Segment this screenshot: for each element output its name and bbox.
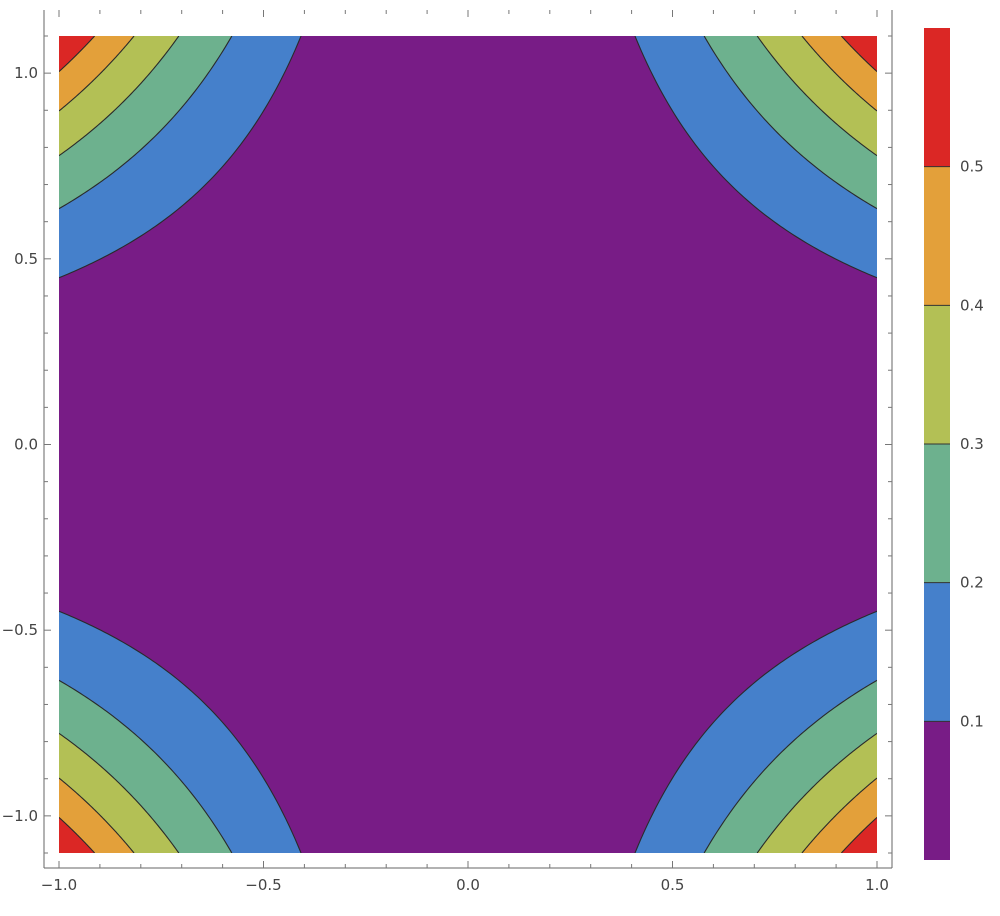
contour-line-0.3 — [756, 36, 877, 157]
colorbar-tick-label: 0.4 — [960, 296, 984, 314]
contour-band-4-corner-1 — [59, 36, 135, 111]
colorbar-segment — [924, 721, 950, 860]
colorbar-legend: 0.1 0.2 0.3 0.4 0.5 — [924, 28, 984, 860]
x-tick-label: 0.0 — [456, 876, 480, 894]
contour-line-0.3 — [59, 36, 180, 157]
plot-area — [59, 36, 877, 853]
contour-line-0.5 — [59, 36, 96, 73]
contour-line-0.4 — [801, 777, 877, 853]
x-tick-label: 1.0 — [865, 876, 889, 894]
contour-line-0.5 — [840, 36, 877, 73]
contour-line-0.3 — [756, 732, 877, 853]
contour-line-0.1 — [634, 36, 877, 279]
contour-fill-regions — [59, 36, 877, 853]
y-tick-label: 0.5 — [14, 250, 38, 268]
colorbar-segment — [924, 582, 950, 722]
contour-lines — [59, 36, 877, 853]
colorbar-segment — [924, 444, 950, 583]
x-tick-label: 0.5 — [661, 876, 685, 894]
y-axis: −1.0 −0.5 0.0 0.5 1.0 — [2, 35, 892, 854]
contour-line-0.4 — [801, 36, 877, 112]
contour-line-0.1 — [59, 36, 302, 279]
contour-line-0.3 — [59, 732, 180, 853]
contour-line-0.2 — [703, 36, 877, 210]
contour-line-0.1 — [634, 610, 877, 853]
colorbar-segment — [924, 28, 950, 167]
x-tick-label: −1.0 — [41, 876, 77, 894]
y-tick-label: −1.0 — [2, 807, 38, 825]
contour-line-0.2 — [703, 679, 877, 853]
colorbar-tick-label: 0.2 — [960, 574, 984, 592]
contour-line-0.2 — [59, 679, 233, 853]
contour-line-0.1 — [59, 610, 302, 853]
contour-line-0.5 — [59, 816, 96, 853]
contour-line-0.4 — [59, 36, 135, 112]
contour-line-0.2 — [59, 36, 233, 210]
y-tick-label: −0.5 — [2, 621, 38, 639]
contour-band-4-corner-3 — [801, 778, 877, 853]
contour-line-0.4 — [59, 777, 135, 853]
x-axis: −1.0 −0.5 0.0 0.5 1.0 — [41, 10, 889, 894]
colorbar-tick-label: 0.1 — [960, 712, 984, 730]
contour-band-4-corner-2 — [59, 778, 135, 853]
colorbar-tick-label: 0.5 — [960, 158, 984, 176]
colorbar-tick-label: 0.3 — [960, 435, 984, 453]
colorbar-segment — [924, 305, 950, 444]
colorbar-segment — [924, 166, 950, 306]
y-tick-label: 1.0 — [14, 64, 38, 82]
x-tick-label: −0.5 — [245, 876, 281, 894]
y-tick-label: 0.0 — [14, 436, 38, 454]
contour-line-0.5 — [840, 816, 877, 853]
contour-band-4-corner-0 — [801, 36, 877, 111]
